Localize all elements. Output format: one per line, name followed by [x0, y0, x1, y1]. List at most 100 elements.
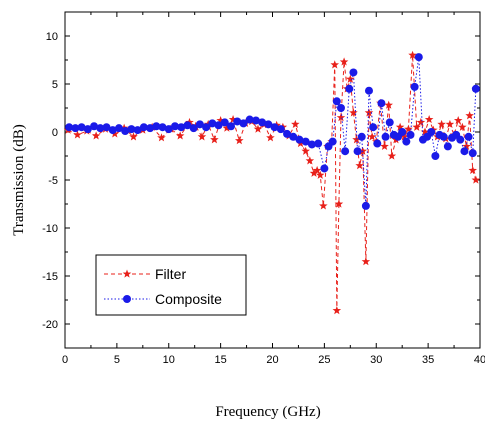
data-point — [266, 133, 275, 142]
data-point — [402, 137, 411, 146]
data-point — [424, 115, 434, 124]
data-point — [453, 115, 463, 125]
data-point — [319, 201, 328, 210]
data-point — [439, 132, 448, 141]
data-point — [222, 123, 232, 132]
data-point — [398, 128, 407, 136]
data-point — [183, 121, 192, 130]
data-point — [258, 118, 267, 127]
data-point — [443, 142, 452, 151]
y-tick-label: 0 — [52, 127, 58, 139]
x-tick-label: 15 — [215, 354, 227, 366]
data-point — [445, 119, 455, 128]
data-point — [367, 132, 377, 141]
data-point — [65, 123, 74, 132]
data-point — [129, 132, 138, 141]
data-point — [102, 123, 111, 132]
y-tick-label: -5 — [48, 175, 58, 187]
data-point — [414, 53, 423, 62]
data-point — [460, 147, 469, 156]
data-point — [195, 120, 204, 129]
data-point — [336, 113, 346, 122]
data-point — [245, 115, 254, 124]
legend-marker — [122, 269, 132, 278]
data-point — [330, 60, 340, 69]
data-point — [91, 131, 101, 140]
data-point — [276, 125, 285, 134]
data-point — [431, 152, 440, 160]
x-tick-label: 35 — [422, 354, 434, 366]
legend-label: Composite — [155, 291, 222, 307]
data-point — [314, 139, 323, 148]
data-point — [83, 125, 92, 134]
data-point — [364, 108, 374, 117]
x-tick-label: 30 — [370, 354, 382, 366]
data-point — [387, 151, 397, 160]
data-point — [353, 147, 362, 156]
legend-marker — [123, 295, 131, 303]
data-point — [301, 137, 310, 146]
data-point — [264, 120, 273, 129]
data-point — [361, 257, 371, 266]
data-point — [307, 140, 316, 149]
data-point — [395, 122, 405, 131]
data-point — [416, 117, 426, 127]
data-point — [233, 117, 242, 126]
x-axis-title: Frequency (GHz) — [215, 404, 320, 420]
data-point — [253, 124, 263, 133]
data-point — [158, 123, 167, 132]
x-tick-label: 5 — [114, 354, 120, 366]
data-point — [121, 127, 130, 136]
data-point — [456, 135, 465, 144]
series-layer — [63, 50, 481, 315]
data-point — [437, 119, 446, 128]
data-point — [377, 99, 386, 108]
data-point — [71, 124, 80, 133]
data-point — [408, 50, 417, 59]
data-point — [471, 84, 480, 93]
data-point — [77, 123, 86, 132]
data-point — [355, 161, 364, 170]
series-composite — [65, 53, 480, 210]
data-point — [197, 132, 207, 141]
data-point — [133, 126, 142, 135]
y-tick-label: -15 — [42, 271, 58, 283]
data-point — [146, 124, 155, 133]
data-point — [177, 123, 186, 132]
data-point — [349, 68, 358, 77]
data-point — [465, 111, 474, 120]
data-point — [336, 104, 345, 112]
data-point — [384, 100, 393, 109]
data-point — [214, 121, 223, 130]
data-point — [210, 135, 219, 144]
data-point — [380, 141, 389, 151]
data-point — [339, 57, 349, 66]
data-point — [346, 74, 355, 83]
data-point — [381, 132, 390, 141]
data-point — [108, 126, 117, 135]
data-point — [341, 147, 350, 156]
data-point — [283, 129, 292, 138]
legend: Filter Composite — [95, 254, 247, 316]
data-point — [328, 137, 337, 146]
data-point — [332, 97, 341, 106]
data-point — [462, 141, 471, 151]
data-point — [420, 127, 430, 136]
x-tick-label: 25 — [318, 354, 330, 366]
data-point — [334, 199, 344, 208]
data-point — [315, 170, 325, 179]
data-point — [139, 123, 148, 132]
data-point — [216, 115, 225, 125]
y-tick-label: 5 — [52, 79, 58, 91]
y-tick-label: -10 — [42, 223, 58, 235]
x-axis: 0 5 10 15 20 25 30 35 40 — [62, 12, 485, 366]
data-point — [164, 125, 173, 134]
data-point — [291, 119, 300, 128]
data-point — [464, 132, 473, 141]
data-point — [312, 165, 322, 175]
data-point — [227, 122, 235, 131]
data-point — [202, 123, 211, 132]
data-point — [369, 123, 378, 132]
data-point — [412, 122, 421, 131]
